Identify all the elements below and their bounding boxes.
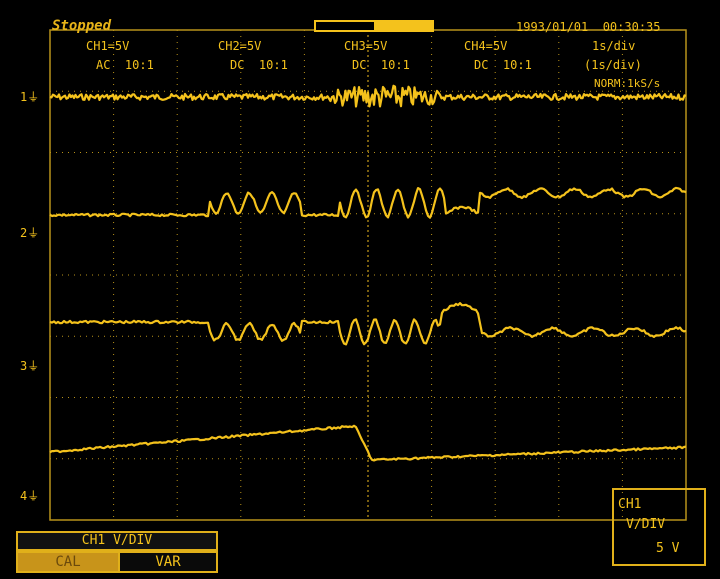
ch3-coupling: DC 10:1 [352, 58, 410, 72]
ch4-ground-marker-icon: 4⏚ [20, 489, 40, 503]
readout-channel: CH1 [618, 497, 642, 512]
ch2-coupling: DC 10:1 [230, 58, 288, 72]
menu-title: CH1 V/DIV [16, 531, 218, 551]
var-button[interactable]: VAR [118, 551, 218, 573]
vdiv-readout-box: CH1 V/DIV 5 V [612, 488, 706, 566]
acquisition-status: Stopped [52, 18, 112, 34]
ch4-scale: CH4=5V [464, 39, 508, 53]
ch1-ground-marker-icon: 1⏚ [20, 90, 40, 104]
cal-button[interactable]: CAL [16, 551, 120, 573]
ch3-ground-marker-icon: 3⏚ [20, 359, 40, 373]
record-position-fill [374, 22, 432, 30]
record-position-bar [314, 20, 434, 32]
ch3-trace [49, 302, 687, 346]
ch1-scale: CH1=5V [86, 39, 130, 53]
ch2-trace [49, 186, 687, 219]
date-time: 1993/01/01 00:30:35 [516, 20, 661, 34]
readout-label: V/DIV [626, 517, 666, 532]
waveform-traces [49, 84, 687, 462]
ch2-scale: CH2=5V [218, 39, 262, 53]
ch1-trace [49, 84, 687, 108]
readout-value: 5 V [656, 541, 680, 556]
timebase-zoom: (1s/div) [584, 58, 642, 72]
ch1-coupling: AC 10:1 [96, 58, 154, 72]
ch2-ground-marker-icon: 2⏚ [20, 226, 40, 240]
timebase-main: 1s/div [592, 39, 636, 53]
ch4-coupling: DC 10:1 [474, 58, 532, 72]
ch4-trace [49, 424, 687, 462]
ch3-scale: CH3=5V [344, 39, 388, 53]
acquisition-mode: NORM:1kS/s [594, 77, 661, 90]
